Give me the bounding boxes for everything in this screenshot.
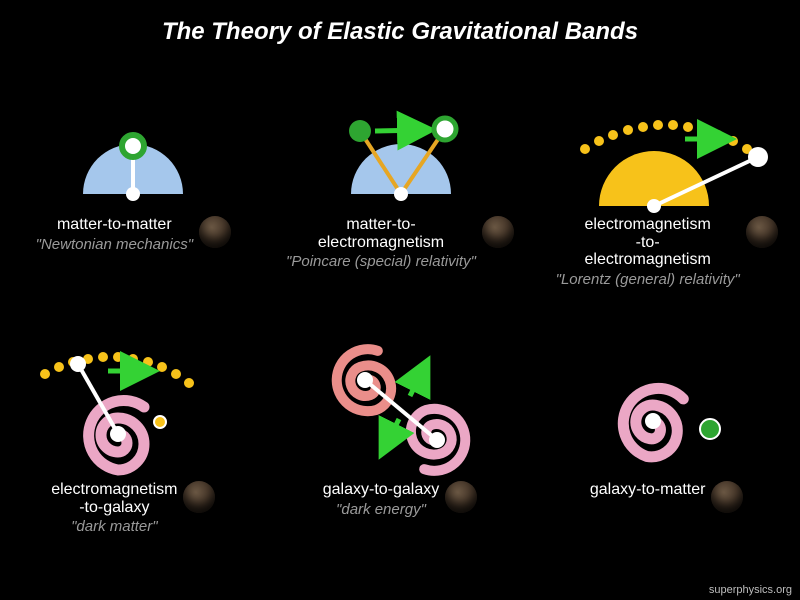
cell-galaxy-to-matter: galaxy-to-matter — [533, 316, 800, 581]
diagram-matter-to-em — [267, 51, 533, 216]
page-title: The Theory of Elastic Gravitational Band… — [0, 0, 800, 46]
avatar-lorentz — [746, 216, 778, 248]
avatar-lorentz2 — [183, 481, 215, 513]
avatar-descartes2 — [711, 481, 743, 513]
diagram-em-to-galaxy — [0, 316, 266, 481]
cell-title: matter-to- electromagnetism — [286, 216, 476, 251]
cell-em-to-em: electromagnetism -to- electromagnetism "… — [533, 51, 800, 316]
cell-matter-to-em: matter-to- electromagnetism "Poincare (s… — [267, 51, 534, 316]
diagram-matter-to-matter — [0, 51, 266, 216]
cell-subtitle: "dark energy" — [323, 501, 440, 518]
avatar-poincare — [482, 216, 514, 248]
cell-title: electromagnetism -to-galaxy — [51, 481, 177, 516]
cell-title: galaxy-to-matter — [590, 481, 706, 499]
cell-title: matter-to-matter — [36, 216, 193, 234]
avatar-newton — [199, 216, 231, 248]
cell-galaxy-to-galaxy: galaxy-to-galaxy "dark energy" — [267, 316, 534, 581]
cell-subtitle: "dark matter" — [51, 518, 177, 535]
credit-text: superphysics.org — [709, 584, 792, 596]
diagram-galaxy-to-galaxy — [267, 316, 533, 481]
diagram-em-to-em — [533, 51, 799, 216]
diagram-galaxy-to-matter — [533, 316, 799, 481]
avatar-descartes — [445, 481, 477, 513]
cell-em-to-galaxy: electromagnetism -to-galaxy "dark matter… — [0, 316, 267, 581]
cell-subtitle: "Poincare (special) relativity" — [286, 253, 476, 270]
cell-title: electromagnetism -to- electromagnetism — [556, 216, 740, 269]
cell-subtitle: "Newtonian mechanics" — [36, 236, 193, 253]
cell-subtitle: "Lorentz (general) relativity" — [556, 271, 740, 288]
diagram-grid: matter-to-matter "Newtonian mechanics" — [0, 51, 800, 581]
cell-title: galaxy-to-galaxy — [323, 481, 440, 499]
cell-matter-to-matter: matter-to-matter "Newtonian mechanics" — [0, 51, 267, 316]
